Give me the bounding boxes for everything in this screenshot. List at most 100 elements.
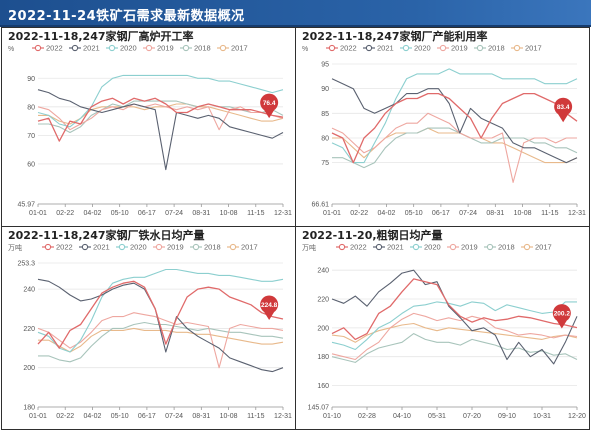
legend-item-2022[interactable]: 2022 — [32, 44, 63, 53]
x-tick-label: 06-17 — [138, 413, 156, 420]
x-tick-label: 02-22 — [56, 210, 74, 217]
legend-label: 2019 — [167, 243, 184, 252]
x-tick-label: 07-24 — [165, 413, 183, 420]
x-tick-label: 12-31 — [274, 413, 292, 420]
x-tick-label: 08-31 — [192, 210, 210, 217]
legend-label: 2021 — [93, 243, 110, 252]
legend-item-2022[interactable]: 2022 — [42, 243, 73, 252]
x-tick-label: 01-10 — [323, 413, 341, 420]
legend-label: 2018 — [204, 243, 221, 252]
legend-item-2021[interactable]: 2021 — [79, 243, 110, 252]
x-tick-label: 12-20 — [568, 413, 586, 420]
legend-item-2022[interactable]: 2022 — [336, 243, 367, 252]
series-line-2019 — [331, 312, 578, 361]
legend-label: 2019 — [451, 44, 468, 53]
x-tick-label: 05-10 — [111, 413, 129, 420]
y-tick-label: 180 — [317, 354, 329, 361]
legend-item-2017[interactable]: 2017 — [217, 44, 248, 53]
y-tick-label: 220 — [317, 297, 329, 304]
page-title: 2022-11-24铁矿石需求最新数据概况 — [8, 9, 245, 24]
legend-label: 2020 — [414, 44, 431, 53]
x-tick-label: 04-10 — [393, 413, 411, 420]
x-tick-label: 06-17 — [138, 210, 156, 217]
series-line-2021 — [37, 89, 284, 171]
series-line-2022 — [331, 278, 578, 341]
x-tick-label: 04-02 — [377, 210, 395, 217]
y-tick-label: 240 — [317, 268, 329, 275]
legend-label: 2022 — [46, 44, 63, 53]
x-tick-label: 07-20 — [463, 413, 481, 420]
y-tick-label: 45.97 — [17, 202, 35, 209]
callout-pin: 76.4 — [260, 93, 279, 119]
divider-vertical — [295, 27, 296, 430]
x-tick-label: 01-01 — [29, 210, 47, 217]
legend-item-2022[interactable]: 2022 — [326, 44, 357, 53]
legend-item-2017[interactable]: 2017 — [227, 243, 258, 252]
legend-item-2020[interactable]: 2020 — [106, 44, 137, 53]
series-line-2019 — [331, 112, 577, 183]
chart-panel-crude-steel: 2022-11-20,粗钢日均产量 万吨 2022 2021 2020 2019 2018 2… — [296, 227, 589, 429]
chart-blast-furnace: 2022-11-18,247家钢厂高炉开工率% 2022 2021 2020 2019 2… — [8, 29, 292, 217]
legend-label: 2018 — [488, 44, 505, 53]
x-tick-label: 09-10 — [498, 413, 516, 420]
legend-item-2019[interactable]: 2019 — [447, 243, 478, 252]
legend-item-2018[interactable]: 2018 — [474, 44, 505, 53]
x-tick-label: 05-10 — [111, 210, 129, 217]
legend-item-2017[interactable]: 2017 — [511, 44, 542, 53]
y-tick-label: 85 — [321, 111, 329, 118]
legend-label: 2021 — [83, 44, 100, 53]
chart-title: 2022-11-20,粗钢日均产量 — [302, 228, 443, 242]
y-tick-label: 145.07 — [308, 405, 330, 412]
legend-item-2018[interactable]: 2018 — [180, 44, 211, 53]
x-tick-label: 01-01 — [323, 210, 341, 217]
legend-label: 2018 — [194, 44, 211, 53]
x-tick-label: 10-08 — [220, 413, 238, 420]
x-tick-label: 04-02 — [83, 413, 101, 420]
legend-item-2020[interactable]: 2020 — [400, 44, 431, 53]
legend-item-2018[interactable]: 2018 — [190, 243, 221, 252]
x-tick-label: 11-15 — [247, 210, 264, 217]
series-line-2017 — [332, 127, 578, 164]
series-line-2021 — [331, 78, 578, 164]
y-tick-label: 220 — [23, 326, 35, 333]
legend-label: 2019 — [461, 243, 478, 252]
legend-item-2020[interactable]: 2020 — [116, 243, 147, 252]
legend-item-2021[interactable]: 2021 — [363, 44, 394, 53]
y-tick-label: 253.3 — [17, 261, 35, 268]
y-tick-label: 200 — [317, 325, 329, 332]
legend-label: 2020 — [120, 44, 137, 53]
y-tick-label: 90 — [27, 76, 35, 83]
legend-label: 2020 — [130, 243, 147, 252]
legend-item-2019[interactable]: 2019 — [437, 44, 468, 53]
callout-pin: 224.8 — [260, 295, 279, 320]
legend-item-2019[interactable]: 2019 — [143, 44, 174, 53]
series-line-2020 — [37, 74, 284, 128]
legend-label: 2017 — [241, 243, 258, 252]
y-tick-label: 80 — [321, 135, 329, 142]
series-line-2020 — [331, 301, 577, 351]
x-tick-label: 10-08 — [220, 210, 238, 217]
series-line-2019 — [37, 103, 284, 131]
x-tick-label: 07-24 — [459, 210, 477, 217]
x-tick-label: 12-31 — [274, 210, 292, 217]
legend-item-2018[interactable]: 2018 — [484, 243, 515, 252]
y-tick-label: 60 — [27, 161, 35, 168]
chart-panel-hot-metal: 2022-11-18,247家钢厂铁水日均产量 万吨 2022 2021 2020 201… — [2, 227, 295, 429]
legend-item-2020[interactable]: 2020 — [410, 243, 441, 252]
x-tick-label: 02-28 — [358, 413, 376, 420]
divider-horizontal — [1, 226, 590, 227]
x-tick-label: 05-31 — [428, 413, 446, 420]
x-tick-label: 01-01 — [29, 413, 47, 420]
series-line-2019 — [37, 312, 284, 369]
unit-label: % — [8, 46, 14, 53]
x-tick-label: 05-10 — [405, 210, 423, 217]
series-line-2018 — [331, 333, 578, 363]
legend-item-2017[interactable]: 2017 — [521, 243, 552, 252]
legend-item-2019[interactable]: 2019 — [153, 243, 184, 252]
x-tick-label: 02-22 — [350, 210, 368, 217]
legend-label: 2021 — [387, 243, 404, 252]
legend-item-2021[interactable]: 2021 — [373, 243, 404, 252]
y-tick-label: 180 — [23, 405, 35, 412]
legend-item-2021[interactable]: 2021 — [69, 44, 100, 53]
